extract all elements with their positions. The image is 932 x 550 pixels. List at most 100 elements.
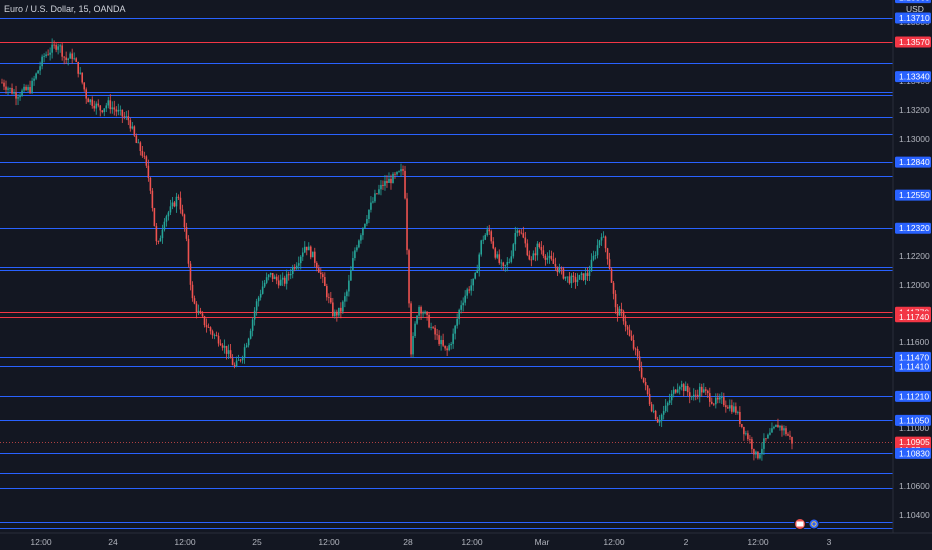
candle-body — [702, 389, 705, 393]
blue-price-tag — [895, 351, 931, 363]
candle-body — [747, 433, 749, 440]
candle-body — [785, 428, 787, 435]
candle-body — [231, 358, 234, 365]
candle-body — [775, 424, 777, 427]
candle-body — [27, 87, 29, 90]
candle-body — [241, 357, 244, 361]
candle-body — [348, 280, 350, 292]
candle-body — [406, 198, 408, 251]
candle-body — [474, 272, 476, 279]
price-tag-label: 1.10830 — [899, 448, 930, 458]
candle-body — [191, 284, 194, 299]
price-tag-label: 1.13340 — [899, 72, 930, 82]
candle-body — [488, 229, 491, 232]
candle-body — [9, 87, 11, 89]
candle-body — [450, 343, 452, 346]
candle-body — [209, 327, 212, 332]
candle-body — [139, 142, 142, 152]
blue-price-tag — [895, 189, 931, 201]
horizontal-levels — [0, 18, 893, 529]
candle-body — [340, 307, 342, 312]
candle-body — [759, 454, 761, 459]
candle-body — [342, 301, 344, 312]
candle-body — [107, 100, 110, 106]
candle-body — [580, 273, 583, 276]
candle-body — [360, 235, 362, 241]
candle-body — [686, 385, 689, 393]
candle-body — [426, 311, 428, 315]
candle-body — [604, 236, 607, 249]
candle-body — [336, 311, 338, 316]
candle-body — [17, 97, 19, 99]
candle-body — [672, 389, 675, 394]
candle-body — [350, 270, 352, 281]
candle-body — [472, 278, 474, 286]
time-tick-label: 25 — [252, 537, 262, 547]
candle-body — [161, 229, 164, 239]
blue-price-tag — [895, 156, 931, 168]
time-tick-label: 2 — [684, 537, 689, 547]
candle-body — [392, 173, 394, 184]
price-tag-label: 1.12320 — [899, 223, 930, 233]
candle-body — [590, 259, 593, 272]
candle-body — [293, 267, 296, 269]
candle-body — [47, 54, 49, 56]
candle-body — [698, 386, 701, 397]
candle-body — [374, 193, 376, 202]
candle-body — [771, 428, 773, 433]
candle-body — [436, 334, 438, 336]
candle-body — [269, 272, 272, 275]
candle-body — [690, 396, 693, 398]
candle-body — [115, 109, 118, 112]
candle-body — [332, 302, 334, 317]
event-markers[interactable] — [794, 518, 820, 530]
candle-body — [57, 46, 59, 50]
candle-body — [769, 432, 771, 435]
time-tick-label: 12:00 — [318, 537, 340, 547]
candle-body — [572, 275, 575, 278]
candle-body — [33, 78, 35, 81]
price-tick-label: 1.13000 — [899, 134, 930, 144]
candle-body — [598, 240, 601, 246]
candle-body — [694, 394, 697, 396]
candle-body — [51, 44, 53, 53]
candle-body — [608, 259, 611, 269]
candle-body — [484, 235, 487, 240]
candle-body — [606, 248, 609, 260]
time-tick-label: 12:00 — [174, 537, 196, 547]
candle-body — [111, 107, 114, 110]
price-tag-label: 1.13570 — [899, 37, 930, 47]
candle-body — [201, 313, 204, 317]
candle-body — [684, 385, 687, 392]
candle-body — [49, 52, 51, 55]
candle-body — [53, 44, 55, 46]
candle-body — [354, 250, 356, 259]
candle-body — [305, 246, 308, 251]
candle-body — [372, 201, 374, 203]
candle-body — [147, 165, 150, 178]
candle-body — [448, 345, 450, 351]
candle-body — [301, 252, 304, 257]
candle-body — [167, 212, 170, 217]
candle-body — [512, 244, 515, 257]
candle-body — [271, 272, 274, 279]
price-tag-label: 1.11050 — [899, 415, 929, 425]
candle-body — [456, 318, 458, 326]
price-tag-label: 1.12550 — [899, 190, 930, 200]
candle-body — [528, 255, 531, 260]
candle-body — [303, 246, 306, 253]
candle-body — [492, 241, 495, 249]
candle-body — [313, 251, 316, 263]
candle-body — [548, 255, 551, 258]
candle-body — [454, 325, 456, 334]
candle-body — [466, 289, 468, 296]
eu-flag-event-icon[interactable] — [808, 518, 820, 530]
candle-body — [75, 58, 77, 62]
time-axis[interactable]: 12:00 24 12:00 25 12:00 28 12:00 Mar 12:00 2 12:00… — [30, 537, 831, 547]
candle-body — [61, 45, 63, 57]
candle-body — [143, 155, 146, 157]
candle-body — [638, 356, 641, 368]
blue-price-tag — [895, 12, 931, 24]
